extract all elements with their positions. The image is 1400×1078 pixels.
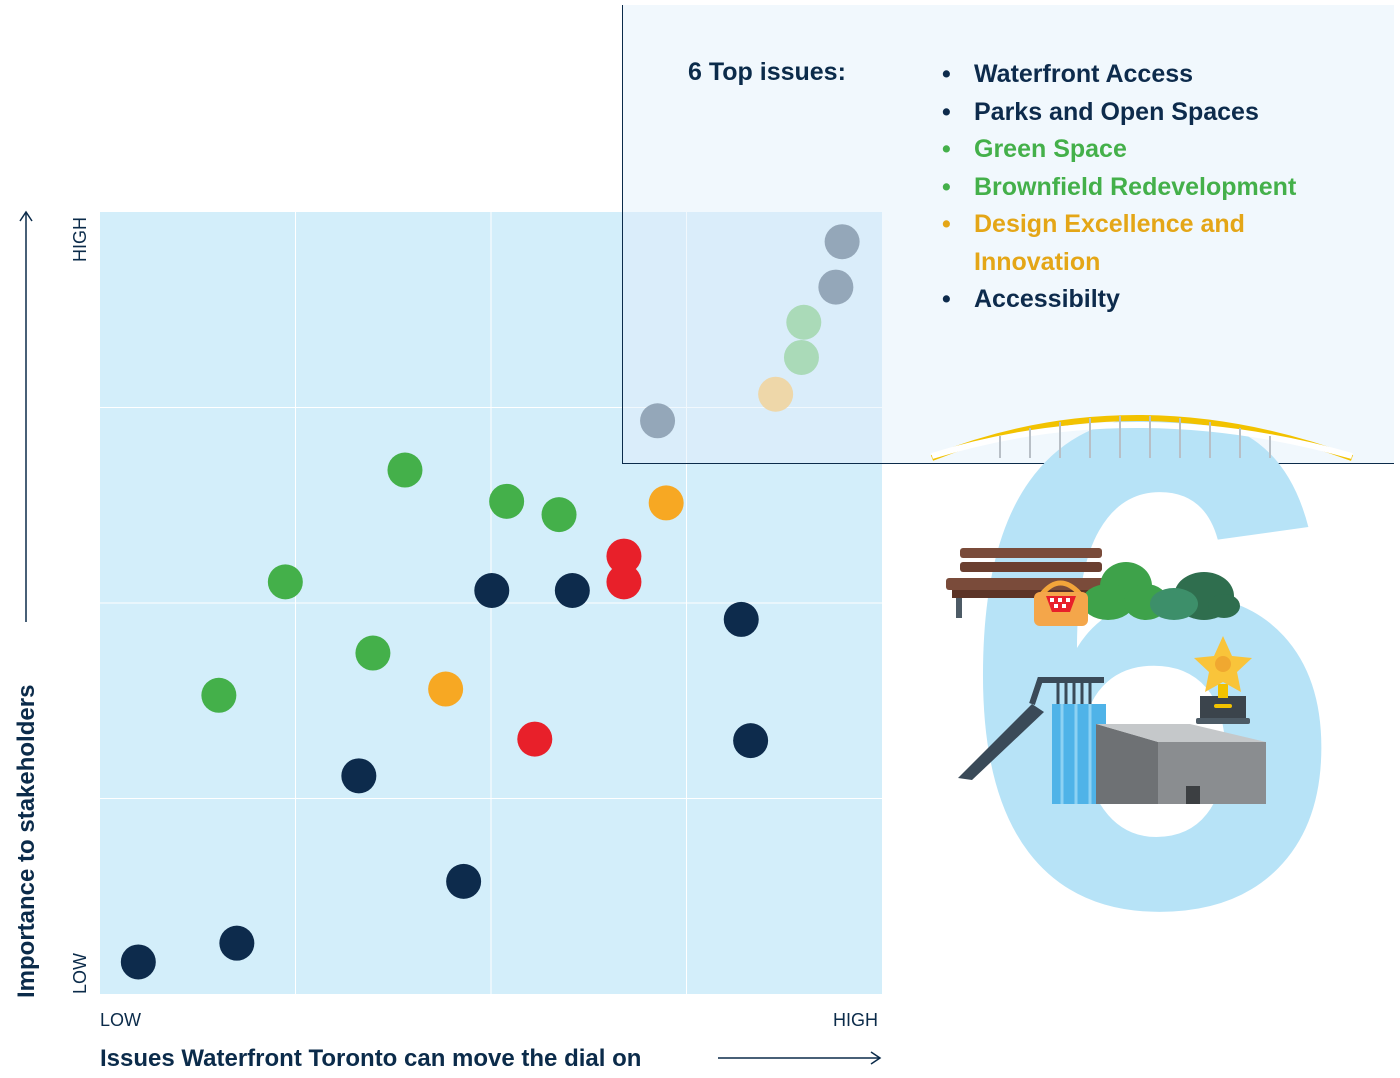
bridge-icon [930,415,1354,461]
y-axis-arrow-icon [19,210,33,622]
x-axis-arrow-icon [718,1051,882,1065]
big-six-digit: 6 [957,360,1346,920]
data-point-orange [428,671,464,707]
top-issues-callout [622,5,1394,464]
data-point-red [517,721,553,757]
bullet-icon: • [942,97,951,126]
data-point-orange [648,485,684,521]
bullet-icon: • [942,60,951,88]
top-issue-label: Parks and Open Spaces [974,97,1259,126]
waterfront-illustration: 6 [930,360,1354,920]
data-point-navy [733,723,769,759]
building-icon [1096,724,1266,804]
data-point-navy [120,944,156,980]
top-issues-heading: 6 Top issues: [688,58,846,86]
data-point-green [541,497,577,533]
data-point-green [267,564,303,600]
data-point-green [387,452,423,488]
top-issue-label: Waterfront Access [974,60,1194,88]
top-issue-label: Brownfield Redevelopment [974,172,1297,201]
data-point-navy [446,863,482,899]
data-point-green [355,635,391,671]
x-tick-low: LOW [100,1010,141,1030]
data-point-navy [554,572,590,608]
data-point-green [489,483,525,519]
top-issue-item: • Design Excellence and Innovation [940,206,1360,281]
data-point-navy [474,572,510,608]
y-axis-title: Importance to stakeholders [13,685,40,998]
top-issues-list: • Waterfront Access • Parks and Open Spaces… [940,56,1360,319]
top-issue-item: • Parks and Open Spaces [940,94,1360,132]
x-tick-high: HIGH [833,1010,878,1030]
data-point-red [606,564,642,600]
bullet-icon: • [942,135,951,163]
top-issue-label: Accessibilty [974,285,1120,313]
pier-icon [958,677,1106,804]
trees-icon [1082,562,1240,620]
y-tick-high: HIGH [70,217,90,262]
top-issue-item: • Accessibilty [940,281,1360,319]
data-point-red [606,538,642,574]
trophy-star-icon [1194,636,1252,724]
top-issue-label: Green Space [974,135,1127,163]
bullet-icon: • [942,210,951,238]
top-issue-item: • Waterfront Access [940,56,1360,94]
data-point-green [201,677,237,713]
y-tick-low: LOW [70,953,90,994]
bullet-icon: • [942,285,951,313]
picnic-basket-icon [1034,580,1088,626]
data-point-navy [341,758,377,794]
top-issue-item: • Green Space [940,131,1360,169]
data-point-navy [723,601,759,637]
bullet-icon: • [942,172,951,201]
data-point-navy [219,925,255,961]
x-axis-title: Issues Waterfront Toronto can move the d… [100,1045,641,1072]
top-issue-label: Design Excellence and Innovation [974,210,1245,276]
top-issue-item: • Brownfield Redevelopment [940,169,1360,207]
